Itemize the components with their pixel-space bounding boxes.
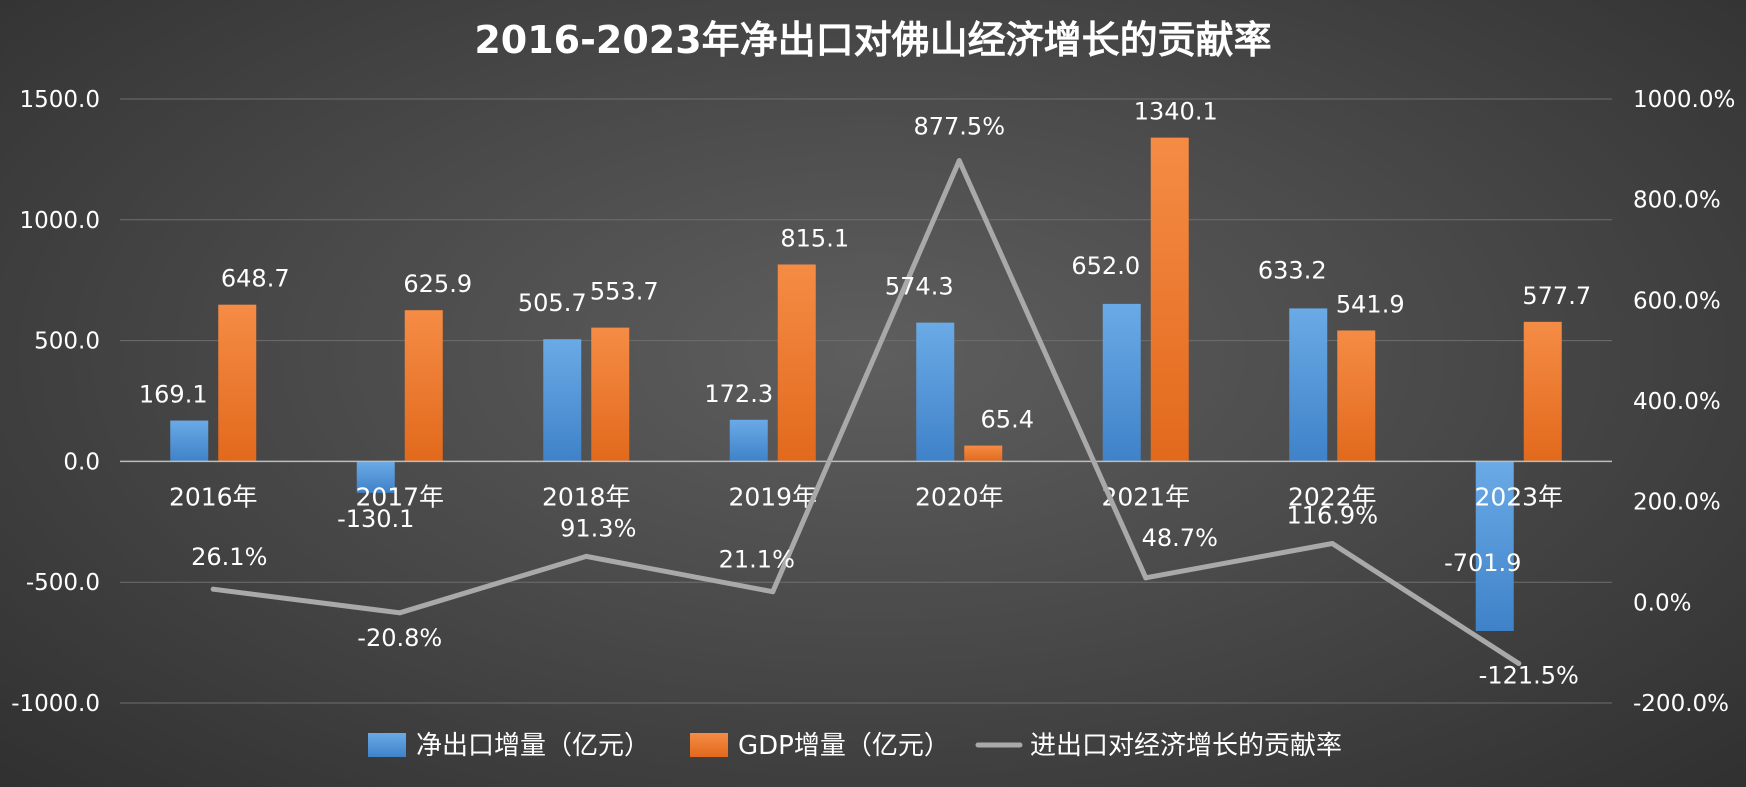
gridlines	[120, 98, 1612, 704]
line-series	[210, 158, 1522, 666]
bar-data-label: 574.3	[885, 273, 954, 301]
contribution-rate-point	[1329, 540, 1335, 546]
gdp-bar	[777, 264, 816, 462]
contribution-rate-line	[210, 158, 1522, 666]
legend-swatch	[690, 733, 728, 757]
net-export-bar	[916, 322, 955, 462]
net-export-bar	[170, 420, 209, 462]
category-label: 2023年	[1474, 482, 1563, 511]
chart-title: 2016-2023年净出口对佛山经济增长的贡献率	[474, 18, 1271, 62]
left-axis-tick-label: 500.0	[34, 329, 100, 355]
gdp-bar	[404, 310, 443, 462]
left-axis-tick-label: 1500.0	[20, 87, 100, 113]
category-label: 2022年	[1288, 482, 1377, 511]
bar-series	[170, 137, 1562, 631]
category-label: 2018年	[542, 482, 631, 511]
line-data-label: -121.5%	[1479, 661, 1579, 689]
contribution-rate-point	[210, 586, 216, 592]
line-data-label: 116.9%	[1286, 501, 1378, 529]
net-export-bar	[356, 461, 395, 493]
legend-item: GDP增量（亿元）	[690, 731, 950, 761]
gdp-bar	[591, 327, 630, 462]
line-data-label: 91.3%	[560, 514, 636, 542]
bar-data-label: 577.7	[1522, 282, 1591, 310]
gdp-bar	[1523, 321, 1562, 462]
left-axis-tick-label: 1000.0	[20, 208, 100, 234]
legend-label: GDP增量（亿元）	[738, 731, 950, 761]
bar-data-label: 648.7	[221, 265, 290, 293]
gdp-bar	[1150, 137, 1189, 462]
contribution-rate-point	[1143, 575, 1149, 581]
bar-data-label: -130.1	[337, 505, 414, 533]
legend-item: 进出口对经济增长的贡献率	[975, 731, 1342, 761]
bar-data-label: 652.0	[1071, 252, 1140, 280]
line-data-labels: 26.1% -20.8% 91.3% 21.1% 877.5% 48.7% 116.9% -1…	[191, 113, 1579, 690]
net-export-bar	[1289, 308, 1328, 462]
right-axis-tick-label: 800.0%	[1633, 188, 1721, 214]
contribution-rate-point	[1516, 660, 1522, 666]
category-label: 2016年	[169, 482, 258, 511]
line-data-label: 21.1%	[719, 546, 795, 574]
bar-data-label: 169.1	[139, 381, 208, 409]
gdp-bar	[1337, 330, 1376, 462]
contribution-rate-point	[770, 589, 776, 595]
legend-item: 净出口增量（亿元）	[368, 731, 650, 761]
line-data-label: 26.1%	[191, 543, 267, 571]
category-labels: 2016年 2017年 2018年 2019年 2020年 2021年 2022年 2023年	[169, 482, 1563, 511]
net-export-bar	[729, 419, 768, 462]
right-axis-tick-label: 600.0%	[1633, 288, 1721, 314]
right-axis-tick-label: 0.0%	[1633, 590, 1691, 616]
contribution-rate-point	[397, 610, 403, 616]
bar-data-label: 625.9	[403, 270, 472, 298]
line-data-label: -20.8%	[357, 624, 442, 652]
bar-data-label: 172.3	[704, 380, 773, 408]
right-axis-tick-label: -200.0%	[1633, 691, 1729, 717]
bar-data-label: 505.7	[518, 289, 587, 317]
line-data-label: 877.5%	[913, 113, 1005, 141]
right-axis-tick-label: 200.0%	[1633, 490, 1721, 516]
net-export-bar	[1102, 303, 1141, 462]
category-label: 2017年	[355, 482, 444, 511]
contribution-rate-point	[583, 553, 589, 559]
legend: 净出口增量（亿元） GDP增量（亿元） 进出口对经济增长的贡献率	[368, 731, 1342, 761]
net-export-bar	[543, 339, 582, 462]
bar-data-label: 65.4	[981, 406, 1034, 434]
left-axis-tick-label: -1000.0	[11, 691, 100, 717]
right-y-axis: -200.0% 0.0% 200.0% 400.0% 600.0% 800.0% 1000.…	[1633, 87, 1735, 717]
net-export-bar	[1475, 461, 1514, 631]
left-axis-tick-label: -500.0	[26, 570, 100, 596]
bar-data-label: -701.9	[1444, 549, 1521, 577]
bar-data-label: 633.2	[1258, 256, 1327, 284]
category-label: 2019年	[728, 482, 817, 511]
legend-swatch	[368, 733, 406, 757]
bar-data-label: 541.9	[1336, 290, 1405, 318]
gdp-bar	[964, 445, 1003, 462]
category-label: 2020年	[915, 482, 1004, 511]
left-y-axis: -1000.0 -500.0 0.0 500.0 1000.0 1500.0	[11, 87, 100, 717]
bar-data-label: 1340.1	[1134, 98, 1218, 126]
legend-label: 进出口对经济增长的贡献率	[1030, 731, 1342, 761]
gdp-bar	[218, 304, 257, 462]
legend-label: 净出口增量（亿元）	[416, 731, 650, 761]
left-axis-tick-label: 0.0	[63, 449, 100, 475]
line-data-label: 48.7%	[1142, 524, 1218, 552]
contribution-rate-point	[956, 158, 962, 164]
bar-data-labels: 169.1 -130.1 505.7 172.3 574.3 652.0 633.2 -701…	[139, 98, 1591, 577]
bar-data-label: 815.1	[780, 224, 849, 252]
right-axis-tick-label: 400.0%	[1633, 389, 1721, 415]
bar-data-label: 553.7	[590, 278, 659, 306]
right-axis-tick-label: 1000.0%	[1633, 87, 1735, 113]
